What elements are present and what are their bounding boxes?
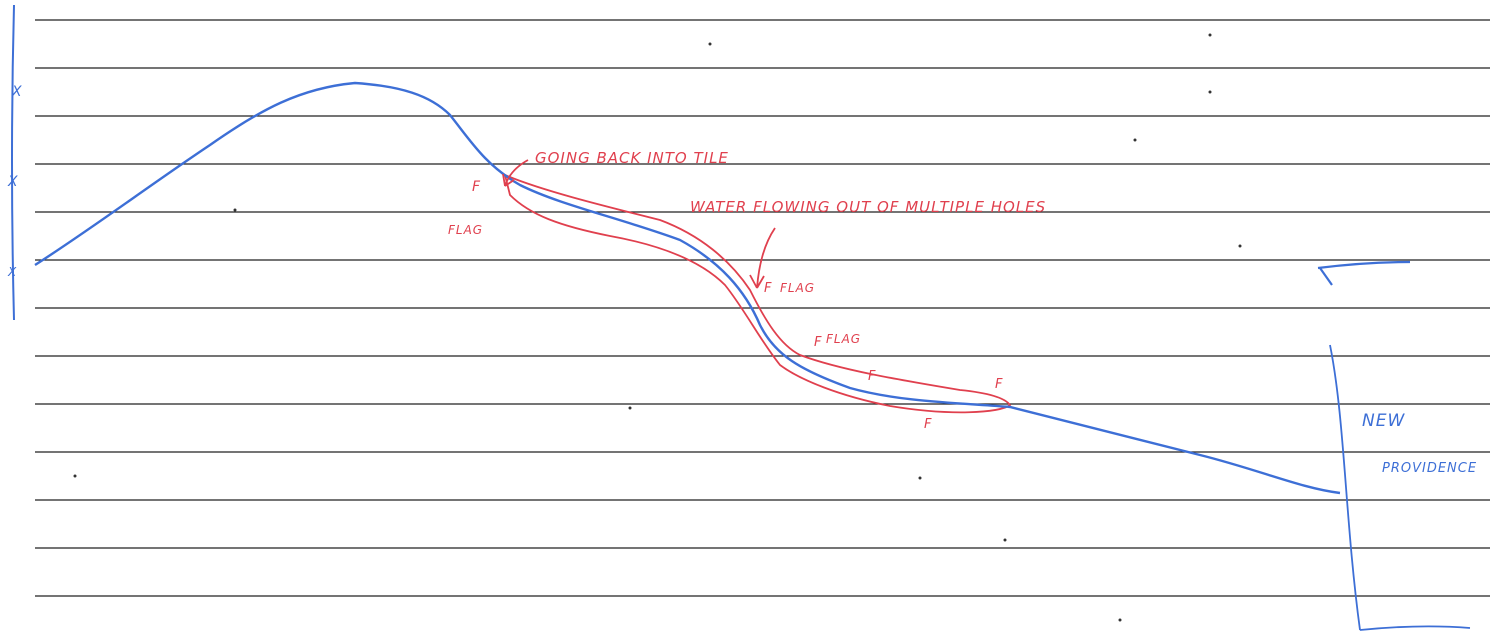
road-mark bbox=[1317, 260, 1411, 286]
left-measure bbox=[11, 4, 15, 321]
speck bbox=[1118, 618, 1122, 622]
ruled-lines bbox=[35, 19, 1490, 597]
speck bbox=[628, 406, 632, 410]
flag-label: FLAG bbox=[780, 281, 815, 295]
flag-mark: F bbox=[995, 377, 1003, 392]
speck bbox=[73, 474, 77, 478]
flag-mark: F bbox=[472, 179, 481, 195]
road bbox=[1329, 344, 1471, 631]
flag-mark: F bbox=[868, 369, 876, 384]
speck bbox=[1238, 244, 1242, 248]
paper-specks bbox=[73, 33, 1242, 622]
flag-label: FLAG bbox=[448, 223, 483, 237]
tile-line bbox=[34, 81, 1341, 495]
annotation: GOING BACK INTO TILE bbox=[535, 149, 729, 167]
speck bbox=[1208, 33, 1212, 37]
speck bbox=[1133, 138, 1137, 142]
flag-label: FLAG bbox=[826, 332, 861, 346]
place-label: PROVIDENCE bbox=[1382, 461, 1477, 476]
left-mark: X bbox=[7, 265, 17, 279]
flag-mark: F bbox=[814, 335, 822, 350]
place-label: NEW bbox=[1362, 411, 1405, 431]
arrow bbox=[749, 227, 776, 289]
speck bbox=[1208, 90, 1212, 94]
annotation: WATER FLOWING OUT OF MULTIPLE HOLES bbox=[690, 198, 1046, 216]
left-mark: X bbox=[7, 174, 19, 190]
arrow bbox=[502, 159, 529, 187]
speck bbox=[918, 476, 922, 480]
speck bbox=[233, 208, 237, 212]
speck bbox=[708, 42, 712, 46]
left-mark: X bbox=[11, 84, 23, 100]
wet-zone-outline bbox=[503, 173, 1012, 414]
flag-mark: F bbox=[924, 417, 932, 432]
flag-mark: F bbox=[764, 281, 772, 296]
speck bbox=[1003, 538, 1007, 542]
